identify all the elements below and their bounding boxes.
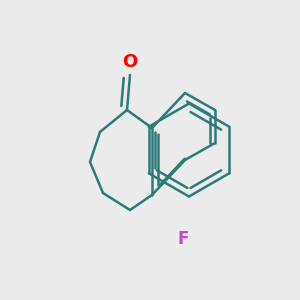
Text: F: F	[177, 230, 189, 248]
Text: O: O	[122, 53, 138, 71]
